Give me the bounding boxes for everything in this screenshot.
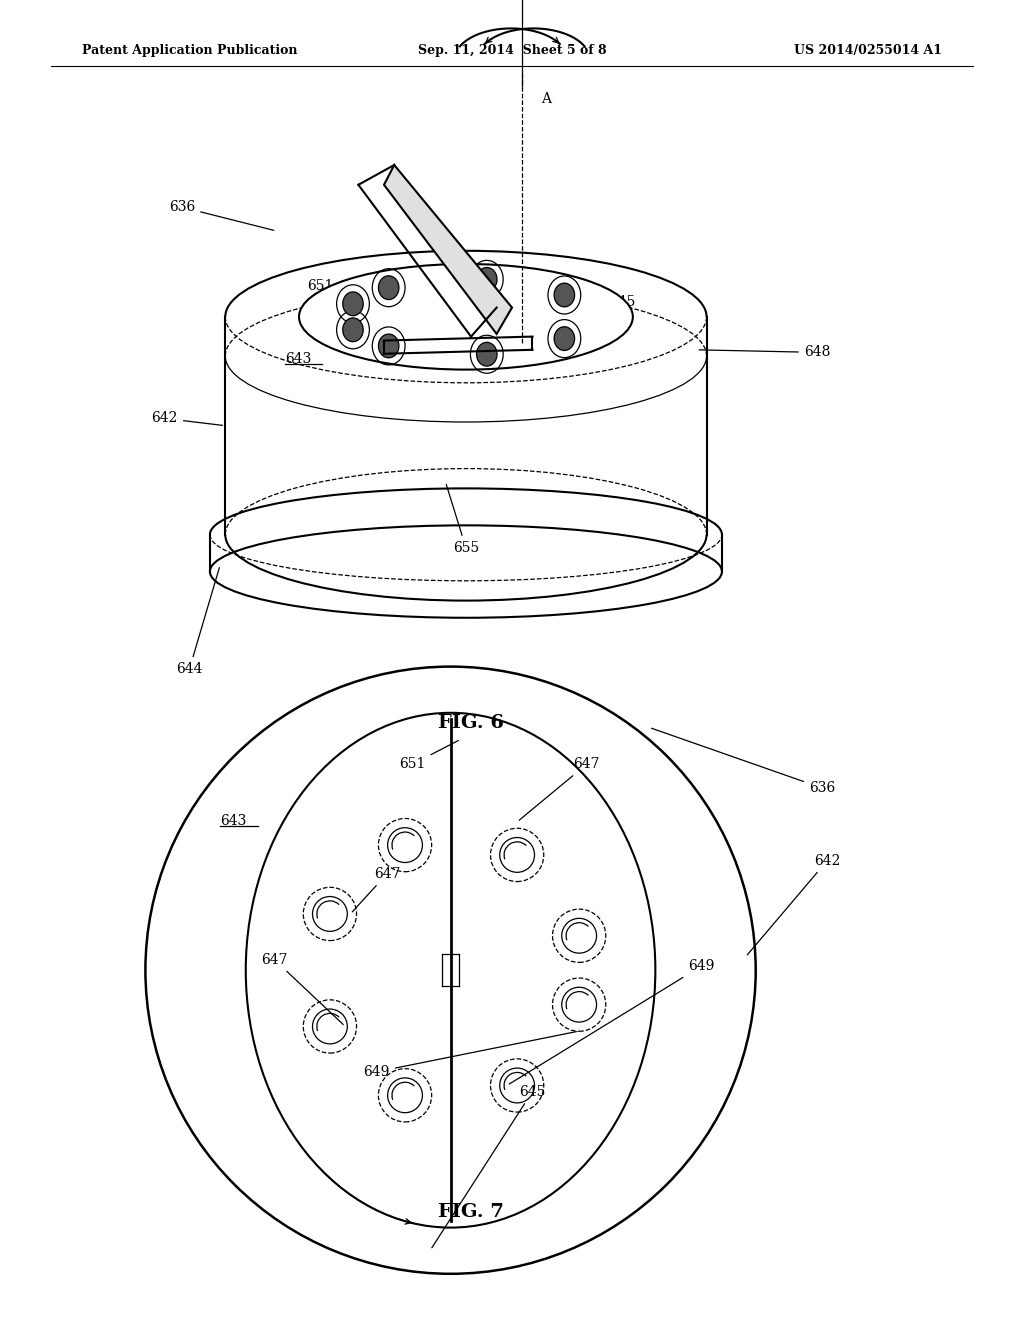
Text: 642: 642: [748, 854, 841, 954]
Text: Sep. 11, 2014  Sheet 5 of 8: Sep. 11, 2014 Sheet 5 of 8: [418, 44, 606, 57]
Text: Patent Application Publication: Patent Application Publication: [82, 44, 297, 57]
Text: A: A: [541, 92, 551, 106]
Text: 655: 655: [446, 484, 479, 554]
Ellipse shape: [476, 342, 497, 366]
Text: 647: 647: [261, 953, 343, 1024]
Ellipse shape: [343, 318, 364, 342]
Ellipse shape: [343, 292, 364, 315]
Ellipse shape: [476, 268, 497, 292]
Text: 636: 636: [169, 201, 273, 230]
Text: FIG. 7: FIG. 7: [438, 1203, 504, 1221]
Text: 648: 648: [699, 346, 830, 359]
Text: FIG. 6: FIG. 6: [438, 714, 504, 733]
Text: 649: 649: [509, 960, 715, 1084]
Ellipse shape: [379, 334, 399, 358]
Text: 651: 651: [307, 277, 371, 293]
Ellipse shape: [554, 282, 574, 306]
Text: US 2014/0255014 A1: US 2014/0255014 A1: [794, 44, 942, 57]
Text: 643: 643: [285, 352, 311, 366]
Ellipse shape: [299, 264, 633, 370]
Text: 643: 643: [220, 814, 247, 828]
Ellipse shape: [554, 327, 574, 351]
Text: 647: 647: [519, 758, 600, 820]
Text: 636: 636: [651, 729, 836, 795]
Text: 645: 645: [432, 1085, 546, 1247]
Polygon shape: [384, 165, 512, 334]
Text: 645: 645: [541, 296, 636, 326]
Text: 651: 651: [399, 741, 459, 771]
Ellipse shape: [246, 713, 655, 1228]
Text: 642: 642: [152, 412, 222, 425]
Text: 649: 649: [364, 1032, 577, 1078]
Text: 647: 647: [352, 867, 400, 912]
Ellipse shape: [145, 667, 756, 1274]
Ellipse shape: [379, 276, 399, 300]
Text: 644: 644: [176, 568, 219, 676]
